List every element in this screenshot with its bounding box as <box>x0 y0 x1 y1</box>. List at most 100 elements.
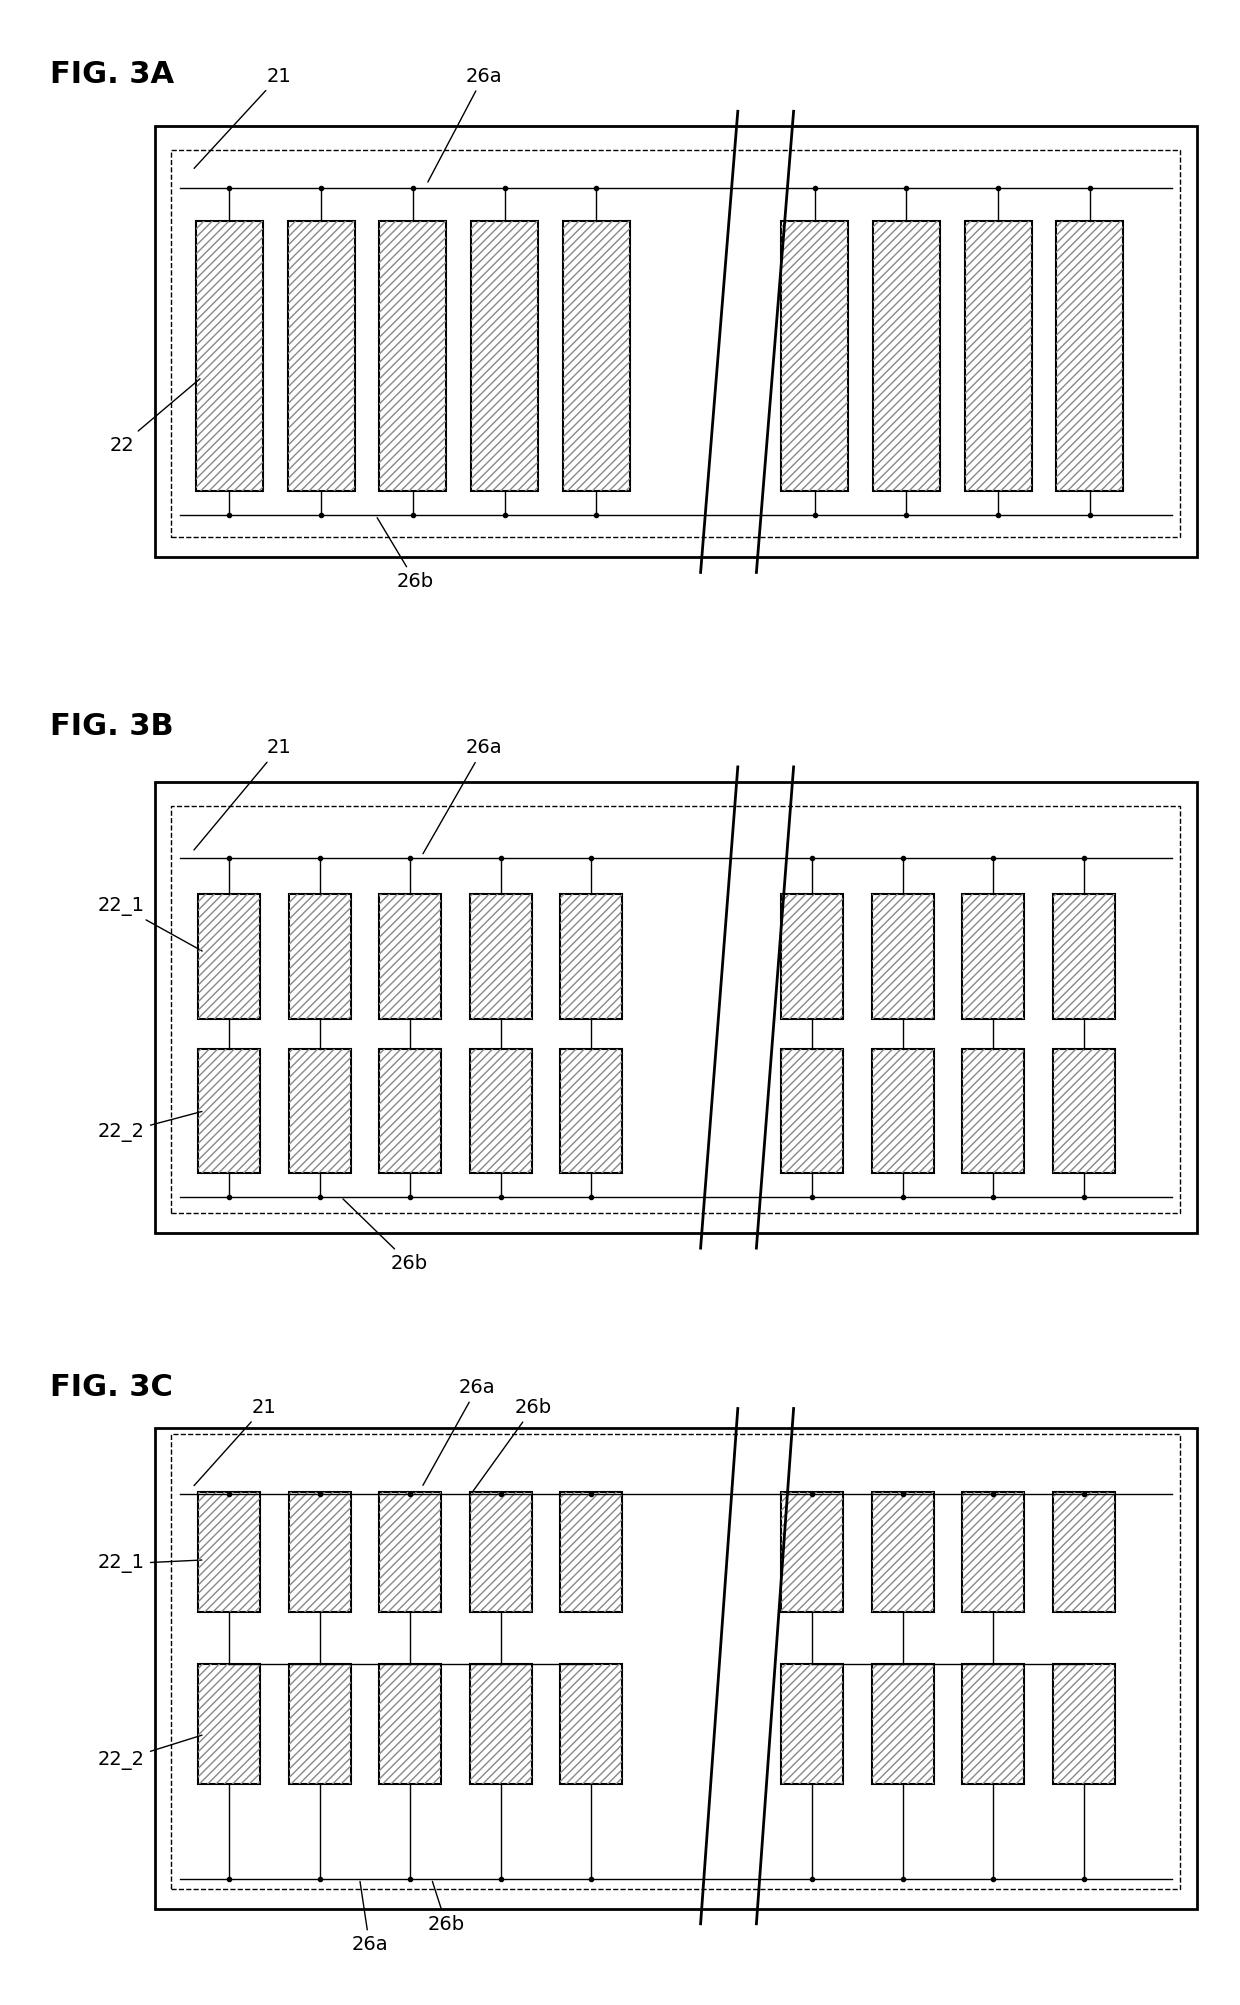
Text: FIG. 3A: FIG. 3A <box>50 60 174 88</box>
Bar <box>965 221 1032 491</box>
Bar <box>781 894 843 1019</box>
Bar <box>198 1664 260 1784</box>
Bar <box>155 1428 1197 1909</box>
Text: 26b: 26b <box>377 517 434 591</box>
Bar <box>379 1492 441 1612</box>
Bar <box>379 1049 441 1173</box>
Bar <box>1053 1664 1115 1784</box>
Bar <box>1053 894 1115 1019</box>
Bar <box>470 1049 532 1173</box>
Bar <box>198 1664 260 1784</box>
Bar <box>1053 1492 1115 1612</box>
Text: FIG. 3B: FIG. 3B <box>50 712 174 740</box>
Text: 26b: 26b <box>428 1881 465 1935</box>
Bar <box>872 1049 934 1173</box>
Bar <box>379 221 446 491</box>
Bar <box>962 1049 1024 1173</box>
Bar <box>872 894 934 1019</box>
Bar <box>196 221 263 491</box>
Bar <box>379 1664 441 1784</box>
Bar <box>1053 1049 1115 1173</box>
Bar <box>560 1049 622 1173</box>
Bar <box>781 1492 843 1612</box>
Bar <box>781 1049 843 1173</box>
Bar <box>471 221 538 491</box>
Text: 26a: 26a <box>423 738 502 854</box>
Text: 22_1: 22_1 <box>98 1554 202 1574</box>
Text: 26a: 26a <box>428 66 502 182</box>
Bar <box>379 221 446 491</box>
Bar <box>560 894 622 1019</box>
Bar <box>781 221 848 491</box>
Bar <box>781 1492 843 1612</box>
Bar <box>289 894 351 1019</box>
Bar <box>872 1492 934 1612</box>
Bar <box>1056 221 1123 491</box>
Bar <box>1056 221 1123 491</box>
Bar <box>470 1492 532 1612</box>
Bar <box>962 1492 1024 1612</box>
Bar <box>198 1049 260 1173</box>
Bar <box>288 221 355 491</box>
Bar <box>198 1492 260 1612</box>
Bar <box>560 894 622 1019</box>
Bar <box>872 894 934 1019</box>
Bar <box>198 1492 260 1612</box>
Bar <box>289 1492 351 1612</box>
Bar <box>470 1492 532 1612</box>
Bar <box>1053 1049 1115 1173</box>
Bar <box>289 894 351 1019</box>
Text: 22_2: 22_2 <box>98 1734 202 1770</box>
Bar <box>155 782 1197 1233</box>
Bar <box>171 806 1180 1213</box>
Text: 21: 21 <box>195 66 291 168</box>
Bar <box>289 1664 351 1784</box>
Bar <box>962 1492 1024 1612</box>
Text: 26b: 26b <box>472 1397 552 1492</box>
Bar <box>781 894 843 1019</box>
Bar <box>155 126 1197 557</box>
Bar <box>560 1664 622 1784</box>
Text: 26b: 26b <box>343 1199 428 1273</box>
Bar <box>470 1664 532 1784</box>
Bar <box>965 221 1032 491</box>
Bar <box>289 1049 351 1173</box>
Bar <box>872 1492 934 1612</box>
Bar <box>781 221 848 491</box>
Text: 22: 22 <box>109 379 200 455</box>
Bar <box>171 150 1180 537</box>
Text: 21: 21 <box>193 738 291 850</box>
Bar <box>471 221 538 491</box>
Text: 21: 21 <box>193 1397 277 1486</box>
Bar <box>470 1049 532 1173</box>
Bar <box>470 1664 532 1784</box>
Bar <box>873 221 940 491</box>
Bar <box>781 1049 843 1173</box>
Text: 22_1: 22_1 <box>98 896 202 950</box>
Bar <box>289 1492 351 1612</box>
Bar <box>962 894 1024 1019</box>
Bar <box>872 1664 934 1784</box>
Bar <box>781 1664 843 1784</box>
Bar <box>1053 1664 1115 1784</box>
Bar <box>470 894 532 1019</box>
Bar <box>379 894 441 1019</box>
Bar <box>196 221 263 491</box>
Bar <box>379 894 441 1019</box>
Bar <box>379 1492 441 1612</box>
Bar <box>560 1492 622 1612</box>
Bar <box>560 1492 622 1612</box>
Bar <box>379 1664 441 1784</box>
Bar <box>560 1664 622 1784</box>
Bar <box>1053 894 1115 1019</box>
Bar <box>289 1049 351 1173</box>
Bar <box>289 1664 351 1784</box>
Bar <box>198 1049 260 1173</box>
Bar <box>563 221 630 491</box>
Text: 26a: 26a <box>423 1377 496 1486</box>
Bar <box>873 221 940 491</box>
Bar <box>962 1664 1024 1784</box>
Bar <box>962 894 1024 1019</box>
Bar <box>198 894 260 1019</box>
Bar <box>198 894 260 1019</box>
